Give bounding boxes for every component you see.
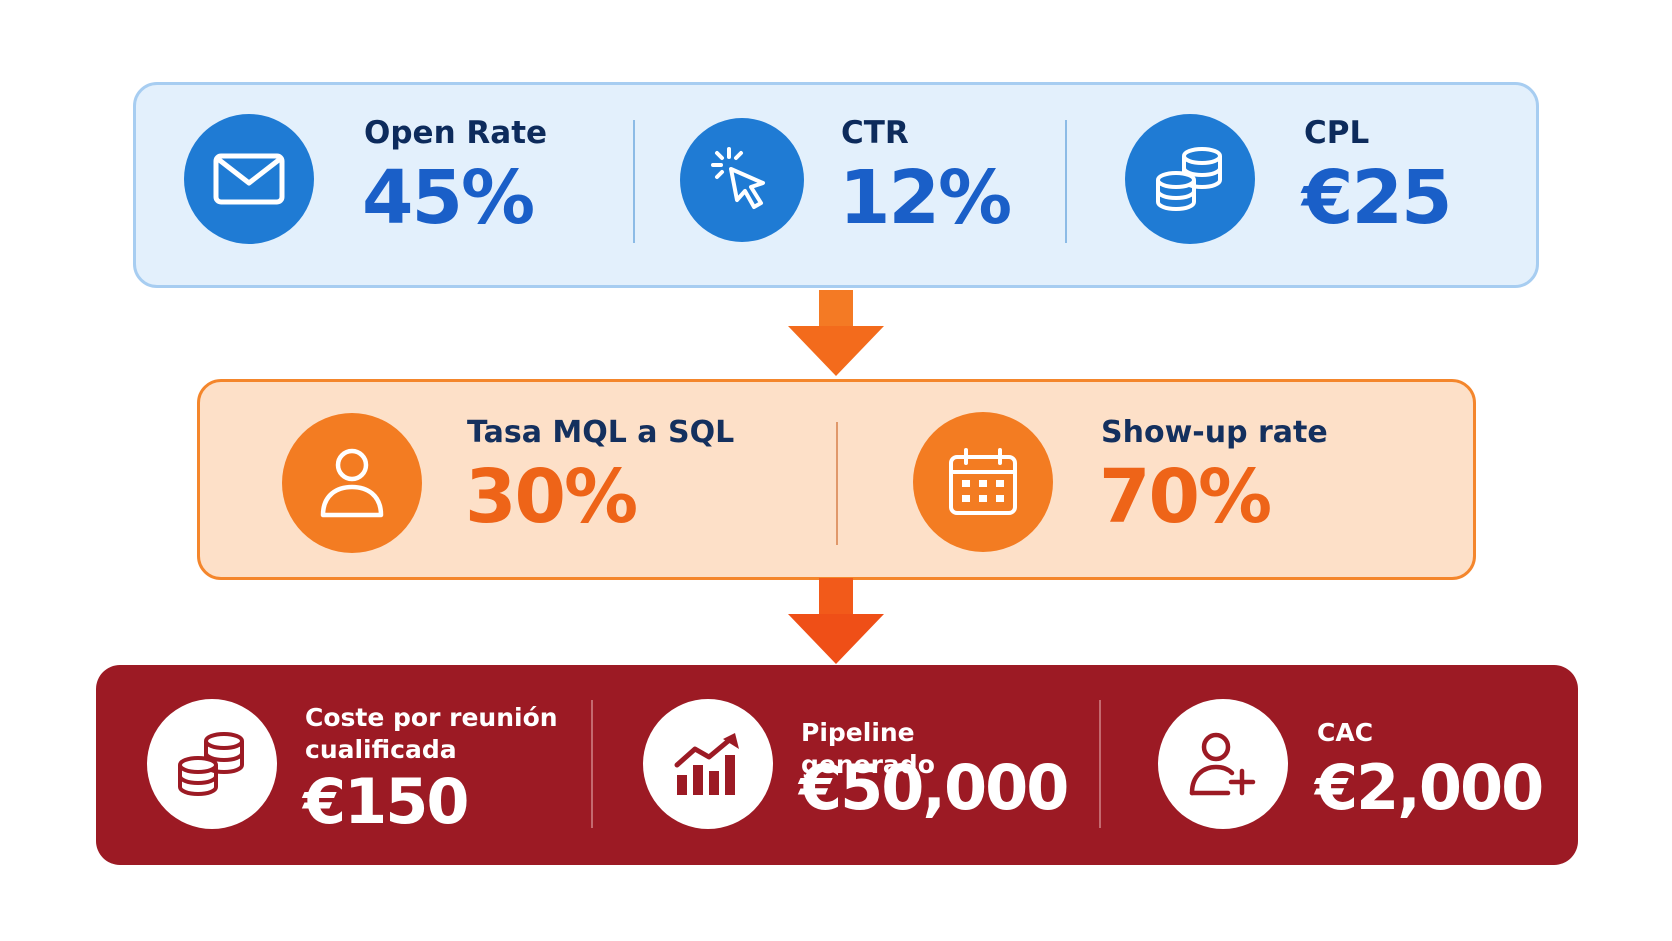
metric-value: 45%: [362, 155, 535, 241]
user-icon: [282, 413, 422, 553]
coins-stack-icon: [147, 699, 277, 829]
stage-divider: [1099, 700, 1101, 828]
metric-label: Tasa MQL a SQL: [467, 415, 735, 450]
metric-value: 70%: [1099, 454, 1272, 540]
flow-arrow-down: [788, 290, 884, 376]
metric-label: CTR: [841, 115, 909, 151]
metric-label: Open Rate: [364, 115, 548, 151]
metric-label: CPL: [1304, 115, 1370, 151]
metric-value: 30%: [465, 454, 638, 540]
stage-divider: [591, 700, 593, 828]
top-stage-panel: Open Rate 45% CTR 12% CPL €25: [133, 82, 1539, 288]
stage-divider: [836, 422, 838, 545]
stage-divider: [1065, 120, 1067, 243]
user-add-icon: [1158, 699, 1288, 829]
coins-stack-icon: [1125, 114, 1255, 244]
envelope-icon: [184, 114, 314, 244]
metric-value: €150: [303, 765, 470, 838]
metric-value: 12%: [839, 155, 1012, 241]
bottom-stage-panel: Coste por reunión cualificada €150 Pipel…: [96, 665, 1578, 865]
metric-value: €2,000: [1315, 751, 1544, 824]
cursor-click-icon: [680, 118, 804, 242]
metric-value: €50,000: [799, 751, 1069, 824]
metric-value: €25: [1302, 155, 1452, 241]
metric-label: Show-up rate: [1101, 415, 1328, 450]
middle-stage-panel: Tasa MQL a SQL 30% Show-up rate 70%: [197, 379, 1476, 580]
growth-chart-icon: [643, 699, 773, 829]
flow-arrow-down: [788, 578, 884, 664]
metric-label: Coste por reunión cualificada: [305, 703, 558, 764]
metric-label: Pipeline generado: [801, 718, 935, 779]
calendar-icon: [913, 412, 1053, 552]
stage-divider: [633, 120, 635, 243]
metric-label: CAC: [1317, 718, 1374, 747]
